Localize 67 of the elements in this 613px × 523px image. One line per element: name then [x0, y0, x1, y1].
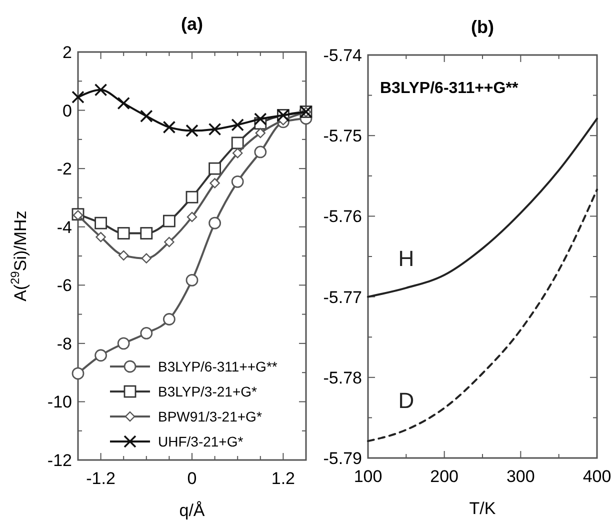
- y-tick-label: -5.78: [323, 368, 362, 388]
- point: [254, 112, 267, 126]
- point: [208, 122, 222, 136]
- x-tick-label: 100: [354, 467, 382, 486]
- y-tick-label: -2: [56, 160, 72, 179]
- point: [231, 118, 244, 132]
- x-tick-label: 1.2: [271, 469, 296, 488]
- point: [94, 349, 107, 362]
- line-series: [367, 118, 598, 298]
- point: [72, 90, 84, 104]
- y-tick-label: -5.75: [323, 126, 362, 146]
- point: [231, 175, 244, 188]
- point: [231, 136, 244, 150]
- y-tick-label: -12: [47, 451, 72, 470]
- point: [94, 83, 108, 96]
- point: [140, 327, 153, 340]
- point: [186, 124, 198, 138]
- point: [140, 227, 153, 240]
- point: [186, 274, 198, 286]
- y-tick-label: 2: [62, 43, 72, 62]
- point: [186, 190, 198, 204]
- point: [72, 367, 84, 380]
- point: [163, 313, 176, 326]
- series-label: H: [398, 246, 414, 271]
- legend-label: B3LYP/3-21+G*: [158, 384, 258, 400]
- point: [117, 227, 130, 240]
- chart-title: (a): [181, 14, 204, 34]
- x-tick-label: 0: [187, 469, 197, 488]
- point: [96, 232, 106, 242]
- chart-title: (b): [471, 17, 494, 37]
- legend-label: BPW91/3-21+G*: [158, 408, 262, 424]
- x-tick-label: 400: [582, 467, 612, 486]
- point: [118, 250, 129, 261]
- point: [186, 212, 198, 222]
- point: [208, 162, 221, 175]
- point: [208, 216, 221, 230]
- y-tick-label: -4: [56, 218, 72, 237]
- point: [140, 110, 153, 123]
- y-tick-label: 0: [62, 101, 72, 120]
- annotation: B3LYP/6-311++G**: [380, 80, 519, 97]
- y-tick-label: -5.76: [323, 207, 362, 226]
- point: [94, 216, 107, 230]
- x-axis-title: q/Å: [179, 501, 206, 520]
- point: [162, 120, 176, 134]
- point: [163, 214, 176, 228]
- y-tick-label: -10: [47, 392, 72, 412]
- point: [164, 236, 174, 248]
- point: [141, 253, 152, 264]
- x-axis-title: T/K: [469, 499, 496, 518]
- x-tick-label: 300: [506, 467, 535, 486]
- point: [210, 178, 220, 188]
- point: [117, 96, 130, 110]
- y-tick-label: -5.79: [323, 449, 362, 468]
- point: [117, 337, 130, 350]
- legend-label: UHF/3-21+G*: [158, 434, 244, 450]
- line-series: [367, 188, 598, 442]
- y-tick-label: -5.74: [323, 46, 362, 65]
- series-label: D: [398, 388, 414, 413]
- x-tick-label: -1.2: [86, 469, 116, 488]
- point: [255, 128, 266, 138]
- legend-label: B3LYP/6-311++G**: [158, 358, 278, 374]
- point: [232, 148, 243, 158]
- y-tick-label: -6: [56, 276, 72, 296]
- y-tick-label: -5.77: [323, 288, 362, 307]
- point: [254, 146, 267, 158]
- y-tick-label: -8: [56, 334, 72, 354]
- x-tick-label: 200: [430, 467, 459, 486]
